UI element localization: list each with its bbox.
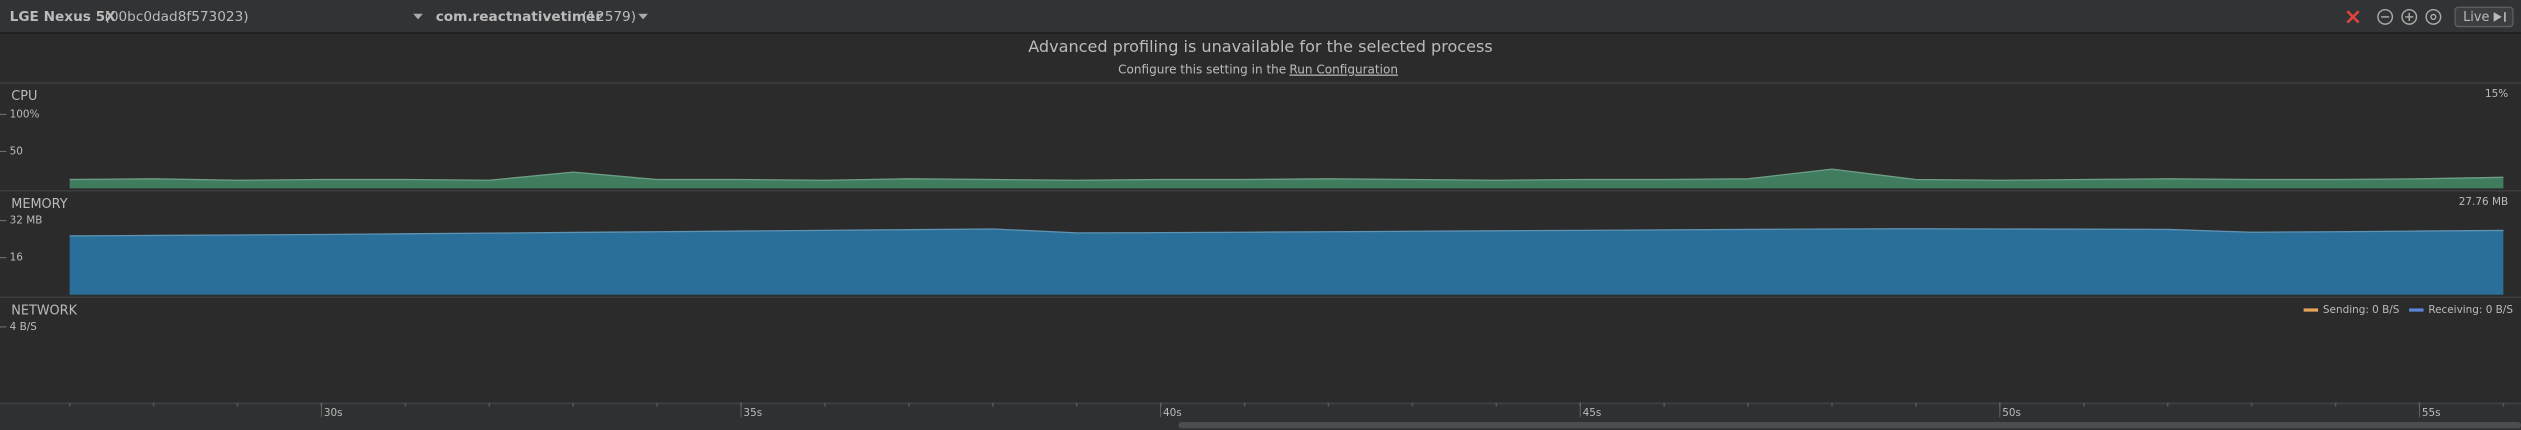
y-tick-label: 4 B/S	[10, 321, 38, 333]
x-tick-label: 40s	[1163, 407, 1182, 419]
scrollbar[interactable]	[1178, 421, 2521, 429]
section-title: NETWORK	[11, 303, 77, 318]
live-button[interactable]	[2454, 6, 2514, 28]
y-tick-label: 100%	[10, 108, 40, 120]
toolbar	[0, 0, 2521, 33]
legend-label: Receiving: 0 B/S	[2428, 304, 2513, 316]
device-dropdown[interactable]	[413, 13, 423, 20]
zoom-out-button[interactable]	[2377, 8, 2394, 25]
charts: CPU 15% 100% 50 MEMORY 27.76 MB 32 MB 16 NETWORK…	[0, 82, 2521, 333]
area-line	[69, 168, 2504, 181]
process-id: (12579)	[582, 9, 636, 25]
y-tick-label: 16	[10, 252, 23, 264]
y-tick-label: 32 MB	[10, 215, 43, 227]
process-name[interactable]: com.reactnativetimer	[436, 9, 603, 25]
process-dropdown[interactable]	[638, 13, 648, 20]
x-tick-label: 45s	[1583, 407, 1602, 419]
live-label[interactable]: Live	[2463, 10, 2489, 25]
stop-button[interactable]	[2346, 10, 2360, 24]
banner-message: Advanced profiling is unavailable for th…	[1028, 37, 1493, 56]
device-name[interactable]: LGE Nexus 5X	[10, 9, 117, 25]
live-icon	[2493, 12, 2502, 22]
reset-zoom-button[interactable]	[2425, 8, 2442, 25]
current-value: 27.76 MB	[2459, 196, 2508, 208]
x-tick-label: 55s	[2422, 407, 2441, 419]
current-value: 15%	[2485, 88, 2508, 100]
banner-hint: Configure this setting in the	[1118, 63, 1286, 77]
x-tick-label: 35s	[743, 407, 762, 419]
section-title: CPU	[11, 89, 37, 104]
x-tick-label: 30s	[324, 407, 343, 419]
x-tick-label: 50s	[2002, 407, 2021, 419]
legend-label: Sending: 0 B/S	[2323, 304, 2400, 316]
device-serial: (00bc0dad8f573023)	[105, 9, 249, 25]
zoom-in-button[interactable]	[2401, 8, 2418, 25]
area-fill	[69, 169, 2504, 189]
section-title: MEMORY	[11, 197, 68, 212]
area-line	[69, 228, 2504, 237]
area-fill	[69, 228, 2504, 295]
y-tick-label: 50	[10, 145, 23, 157]
run-configuration-link[interactable]: Run Configuration	[1289, 63, 1398, 77]
